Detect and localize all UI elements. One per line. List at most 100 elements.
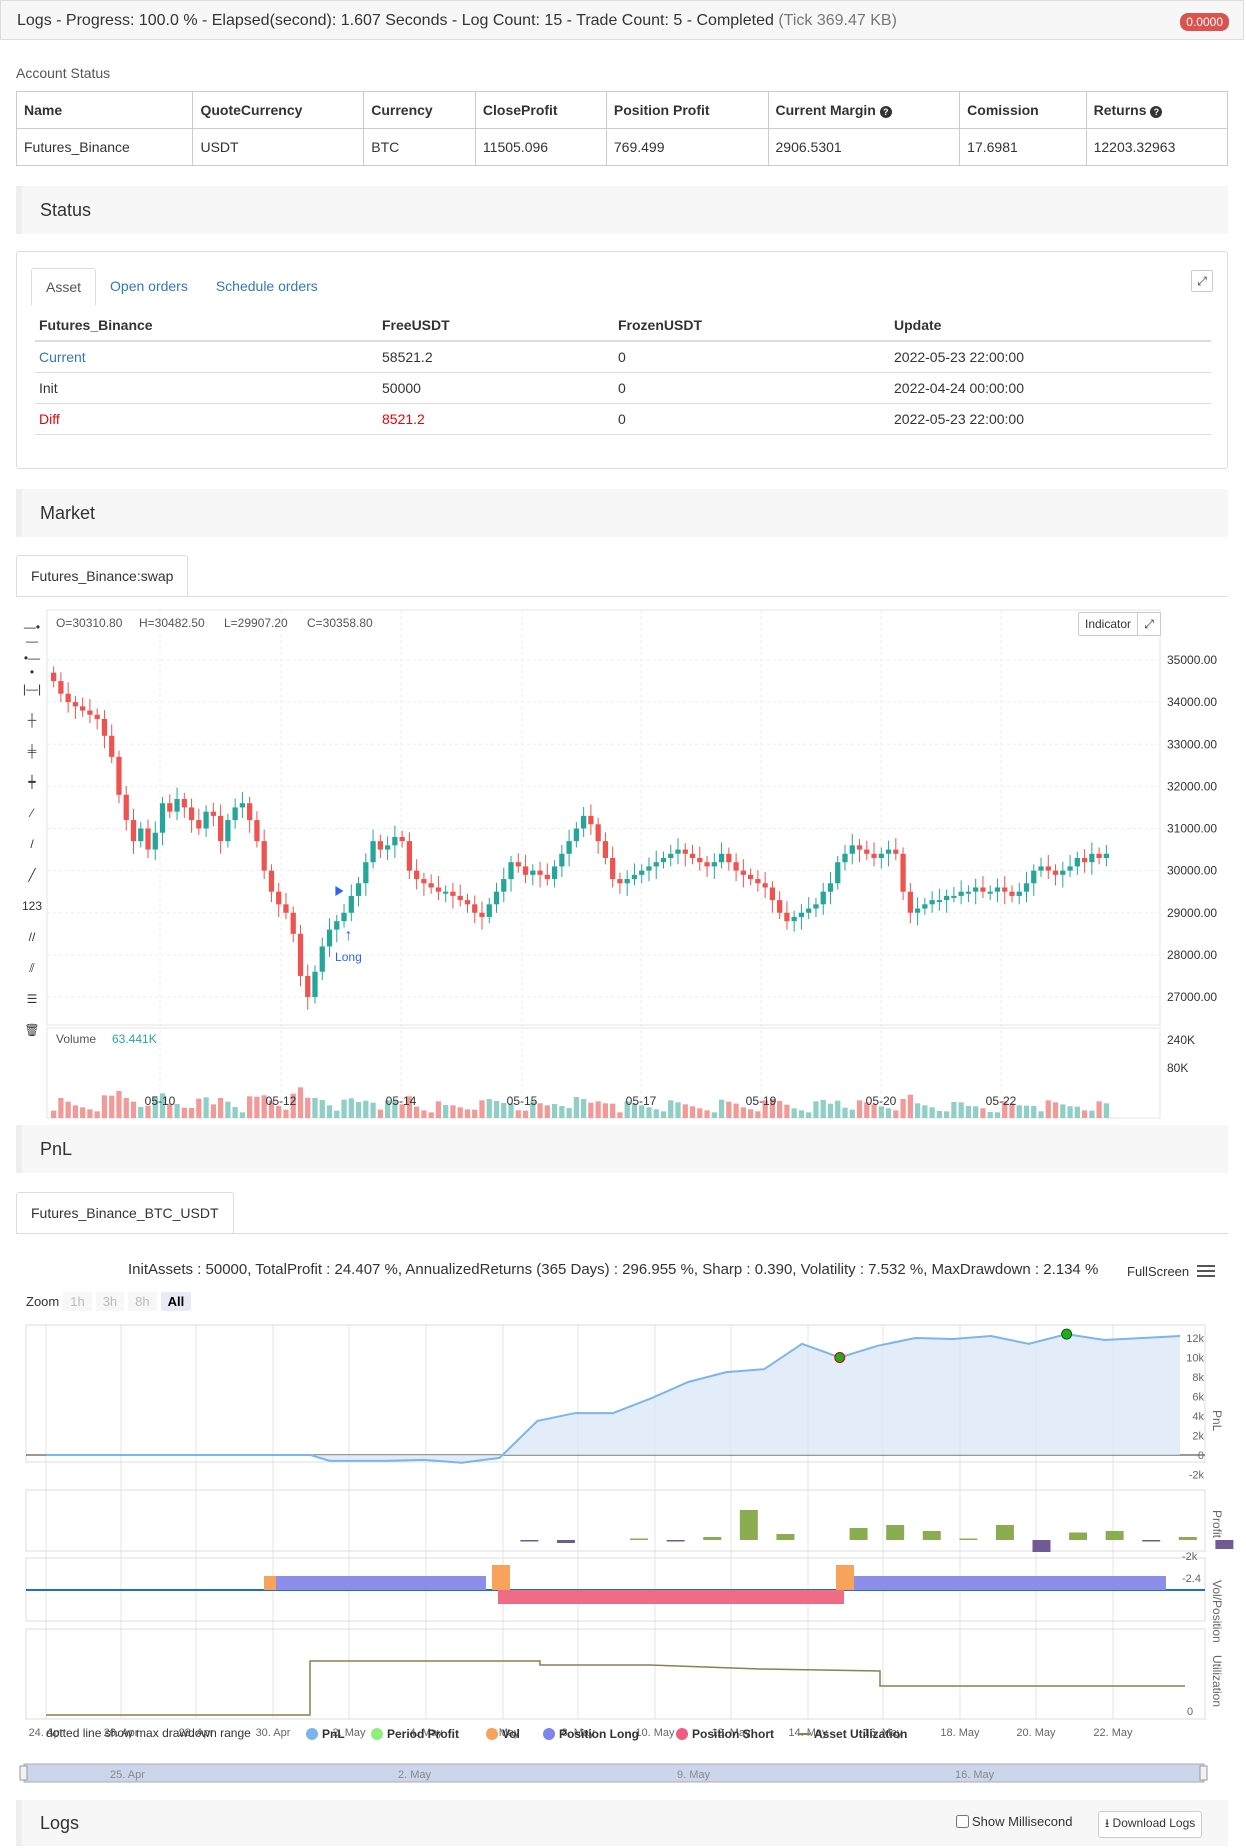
trend-line-icon[interactable]: ⁄ — [30, 806, 33, 820]
candle-body — [1052, 870, 1059, 875]
candle-body — [174, 799, 180, 812]
tab-market-swap[interactable]: Futures_Binance:swap — [16, 555, 189, 597]
parallel-line-icon[interactable]: // — [28, 930, 36, 944]
account-table: Name QuoteCurrency Currency CloseProfit … — [15, 91, 1229, 166]
fib-icon[interactable]: ⫽ — [29, 961, 35, 975]
volume-bar — [639, 1105, 645, 1118]
legend-swatch — [676, 1728, 688, 1740]
util-axis-title: Utilization — [1210, 1655, 1224, 1707]
candle-body — [1023, 883, 1030, 892]
zoom-all-button[interactable]: All — [160, 1292, 192, 1311]
time-axis: 05-10 05-12 05-14 05-15 05-17 05-19 05-20 05-22 — [145, 1094, 1017, 1108]
volume-bar — [51, 1110, 57, 1118]
profit-bar — [886, 1525, 905, 1540]
section-title: Market — [40, 503, 96, 523]
time-tick: 05-15 — [507, 1094, 538, 1108]
table-row: Diff 8521.2 0 2022-05-23 22:00:00 — [35, 403, 1211, 435]
legend-swatch — [371, 1728, 383, 1740]
horizontal-line-icon[interactable]: —•— — [23, 620, 41, 648]
price-tick: 28000.00 — [1167, 948, 1217, 962]
row-label-current[interactable]: Current — [35, 341, 378, 373]
tab-pnl-symbol[interactable]: Futures_Binance_BTC_USDT — [16, 1192, 234, 1234]
profit-bar — [1032, 1540, 1051, 1552]
vertical-segment-icon[interactable]: ╪ — [27, 744, 37, 758]
volume-bar — [123, 1098, 129, 1118]
volume-bar — [740, 1107, 746, 1118]
volume-bar — [188, 1108, 195, 1118]
tab-open-orders[interactable]: Open orders — [110, 278, 188, 294]
volume-bar — [537, 1103, 543, 1118]
indicator-button[interactable]: Indicator — [1078, 612, 1138, 636]
cell: 0 — [614, 341, 890, 373]
volume-bar — [907, 1094, 913, 1118]
candle-body — [181, 799, 187, 808]
zoom-8h-button[interactable]: 8h — [128, 1292, 157, 1311]
candle-body — [544, 874, 550, 880]
candle-body — [392, 836, 398, 846]
volume-bar — [798, 1110, 805, 1118]
horizontal-ray-icon[interactable]: •—• — [23, 651, 41, 679]
volume-bar — [101, 1095, 108, 1118]
vertical-line-icon[interactable]: ┼ — [27, 713, 37, 727]
ray-line-icon[interactable]: / — [30, 837, 34, 851]
fullscreen-icon[interactable]: ⤢ — [1137, 612, 1161, 636]
pnl-chart[interactable]: 12k 10k 8k 6k 4k 2k 0 -2k 24. Apr 26. Apr 28. Apr… — [0, 1315, 1246, 1795]
price-label-icon[interactable]: 123 — [22, 899, 43, 913]
candle-body — [581, 815, 587, 829]
navigator-tick: 9. May — [677, 1769, 711, 1781]
volume-bar — [987, 1112, 993, 1118]
candle-body — [319, 946, 325, 972]
tab-schedule-orders[interactable]: Schedule orders — [215, 278, 318, 294]
help-icon[interactable]: ? — [879, 106, 892, 118]
show-millisecond-checkbox[interactable]: Show Millisecond — [956, 1814, 1072, 1829]
zoom-1h-button[interactable]: 1h — [63, 1292, 92, 1311]
tab-asset[interactable]: Asset — [31, 268, 97, 306]
fib-retracement-icon[interactable]: ☰ — [26, 992, 38, 1006]
utilization-line — [46, 1660, 1185, 1716]
ohlc-low: L=29907.20 — [224, 616, 288, 630]
volume-bar — [363, 1100, 369, 1118]
volume-bar — [472, 1109, 478, 1118]
col-currency: Currency — [363, 91, 476, 129]
navigator[interactable]: 25. Apr 2. May 9. May 16. May — [19, 1763, 1208, 1783]
horizontal-segment-icon[interactable]: |—| — [22, 682, 42, 696]
candle-body — [239, 803, 246, 808]
trash-icon[interactable]: 🗑 — [24, 1023, 40, 1037]
candle-body — [515, 862, 521, 867]
cell: 2906.5301 — [767, 128, 961, 166]
candle-body — [443, 891, 449, 894]
fullscreen-link[interactable]: FullScreen — [1127, 1264, 1190, 1279]
volume-tick: 80K — [1167, 1061, 1188, 1075]
candle-body — [980, 887, 986, 892]
volume-bar — [181, 1107, 187, 1118]
candle-body — [588, 815, 594, 825]
drawdown-start-point — [834, 1352, 846, 1363]
vertical-ray-icon[interactable]: ┿ — [28, 775, 36, 789]
pnl-axis-title: PnL — [1210, 1410, 1224, 1432]
help-icon[interactable]: ? — [1150, 106, 1163, 118]
download-logs-button[interactable]: ⭳ Download Logs — [1098, 1811, 1203, 1838]
candle-body — [522, 866, 529, 875]
expand-icon[interactable]: ⤢ — [1191, 270, 1213, 292]
candle-body — [145, 828, 151, 850]
price-tick: 34000.00 — [1167, 695, 1217, 709]
candle-body — [1067, 866, 1073, 871]
status-section-header: Status — [16, 186, 1228, 234]
volume-bar — [421, 1110, 427, 1118]
zoom-3h-button[interactable]: 3h — [95, 1292, 125, 1311]
price-tick: 29000.00 — [1167, 906, 1217, 920]
profit-bar — [995, 1525, 1014, 1540]
volume-bar — [399, 1104, 405, 1118]
candle-body — [689, 853, 696, 858]
candle-body — [421, 879, 427, 884]
candle-body — [341, 912, 347, 922]
volume-bar — [159, 1093, 166, 1118]
time-tick: 05-17 — [626, 1094, 657, 1108]
straight-line-icon[interactable]: ╱ — [28, 868, 36, 882]
asset-table: Futures_Binance FreeUSDT FrozenUSDT Upda… — [35, 310, 1211, 435]
kline-chart[interactable]: 35000.00 34000.00 33000.00 32000.00 31000.00… — [0, 600, 1246, 1120]
menu-icon[interactable] — [1197, 1262, 1215, 1280]
candle-body — [152, 832, 158, 850]
volume-bar — [348, 1098, 354, 1118]
profit-bar — [1105, 1531, 1124, 1540]
